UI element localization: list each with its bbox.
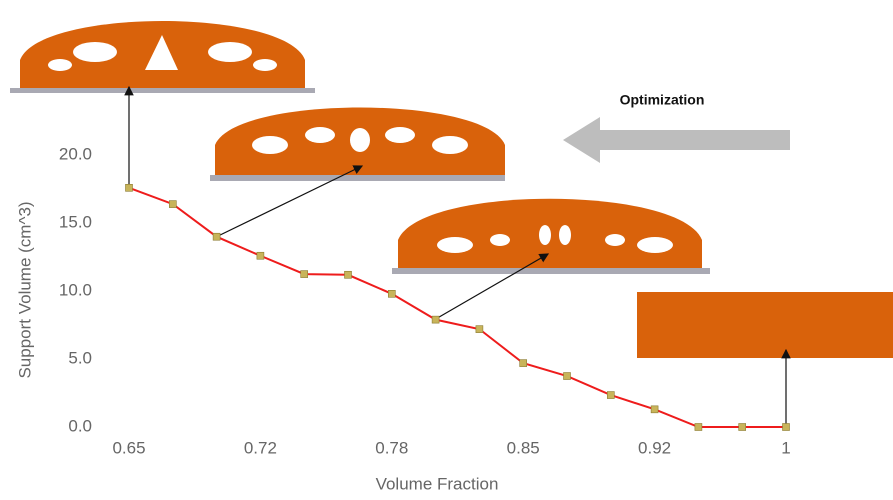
x-axis-title: Volume Fraction [376, 474, 499, 493]
x-tick-label: 0.65 [112, 438, 145, 457]
solid-block [637, 292, 893, 358]
y-tick-label: 15.0 [59, 213, 92, 232]
point-marker [695, 424, 702, 431]
y-tick-label: 5.0 [68, 349, 92, 368]
y-tick-label: 10.0 [59, 281, 92, 300]
x-tick-label: 0.85 [507, 438, 540, 457]
x-tick-label: 0.72 [244, 438, 277, 457]
point-marker [739, 424, 746, 431]
point-marker [520, 360, 527, 367]
base-plate [392, 268, 710, 274]
point-marker [432, 316, 439, 323]
point-marker [257, 252, 264, 259]
y-tick-label: 0.0 [68, 416, 92, 435]
base-plate [10, 88, 315, 93]
x-tick-label: 1 [781, 438, 790, 457]
point-marker [476, 326, 483, 333]
point-marker [651, 406, 658, 413]
point-marker [126, 184, 133, 191]
point-marker [169, 201, 176, 208]
point-marker [388, 290, 395, 297]
point-marker [607, 392, 614, 399]
point-marker [213, 233, 220, 240]
y-axis-title: Support Volume (cm^3) [15, 201, 34, 378]
bridge-illustrations [10, 21, 893, 358]
point-marker [345, 271, 352, 278]
direction-arrow [563, 117, 790, 163]
point-marker [301, 271, 308, 278]
base-plate [210, 175, 505, 181]
point-marker [783, 424, 790, 431]
point-marker [564, 373, 571, 380]
y-tick-label: 20.0 [59, 145, 92, 164]
x-tick-label: 0.92 [638, 438, 671, 457]
x-tick-label: 0.78 [375, 438, 408, 457]
chart: Optimization Volume Fraction Support Vol… [0, 0, 893, 495]
annotation: Optimization [620, 92, 705, 108]
